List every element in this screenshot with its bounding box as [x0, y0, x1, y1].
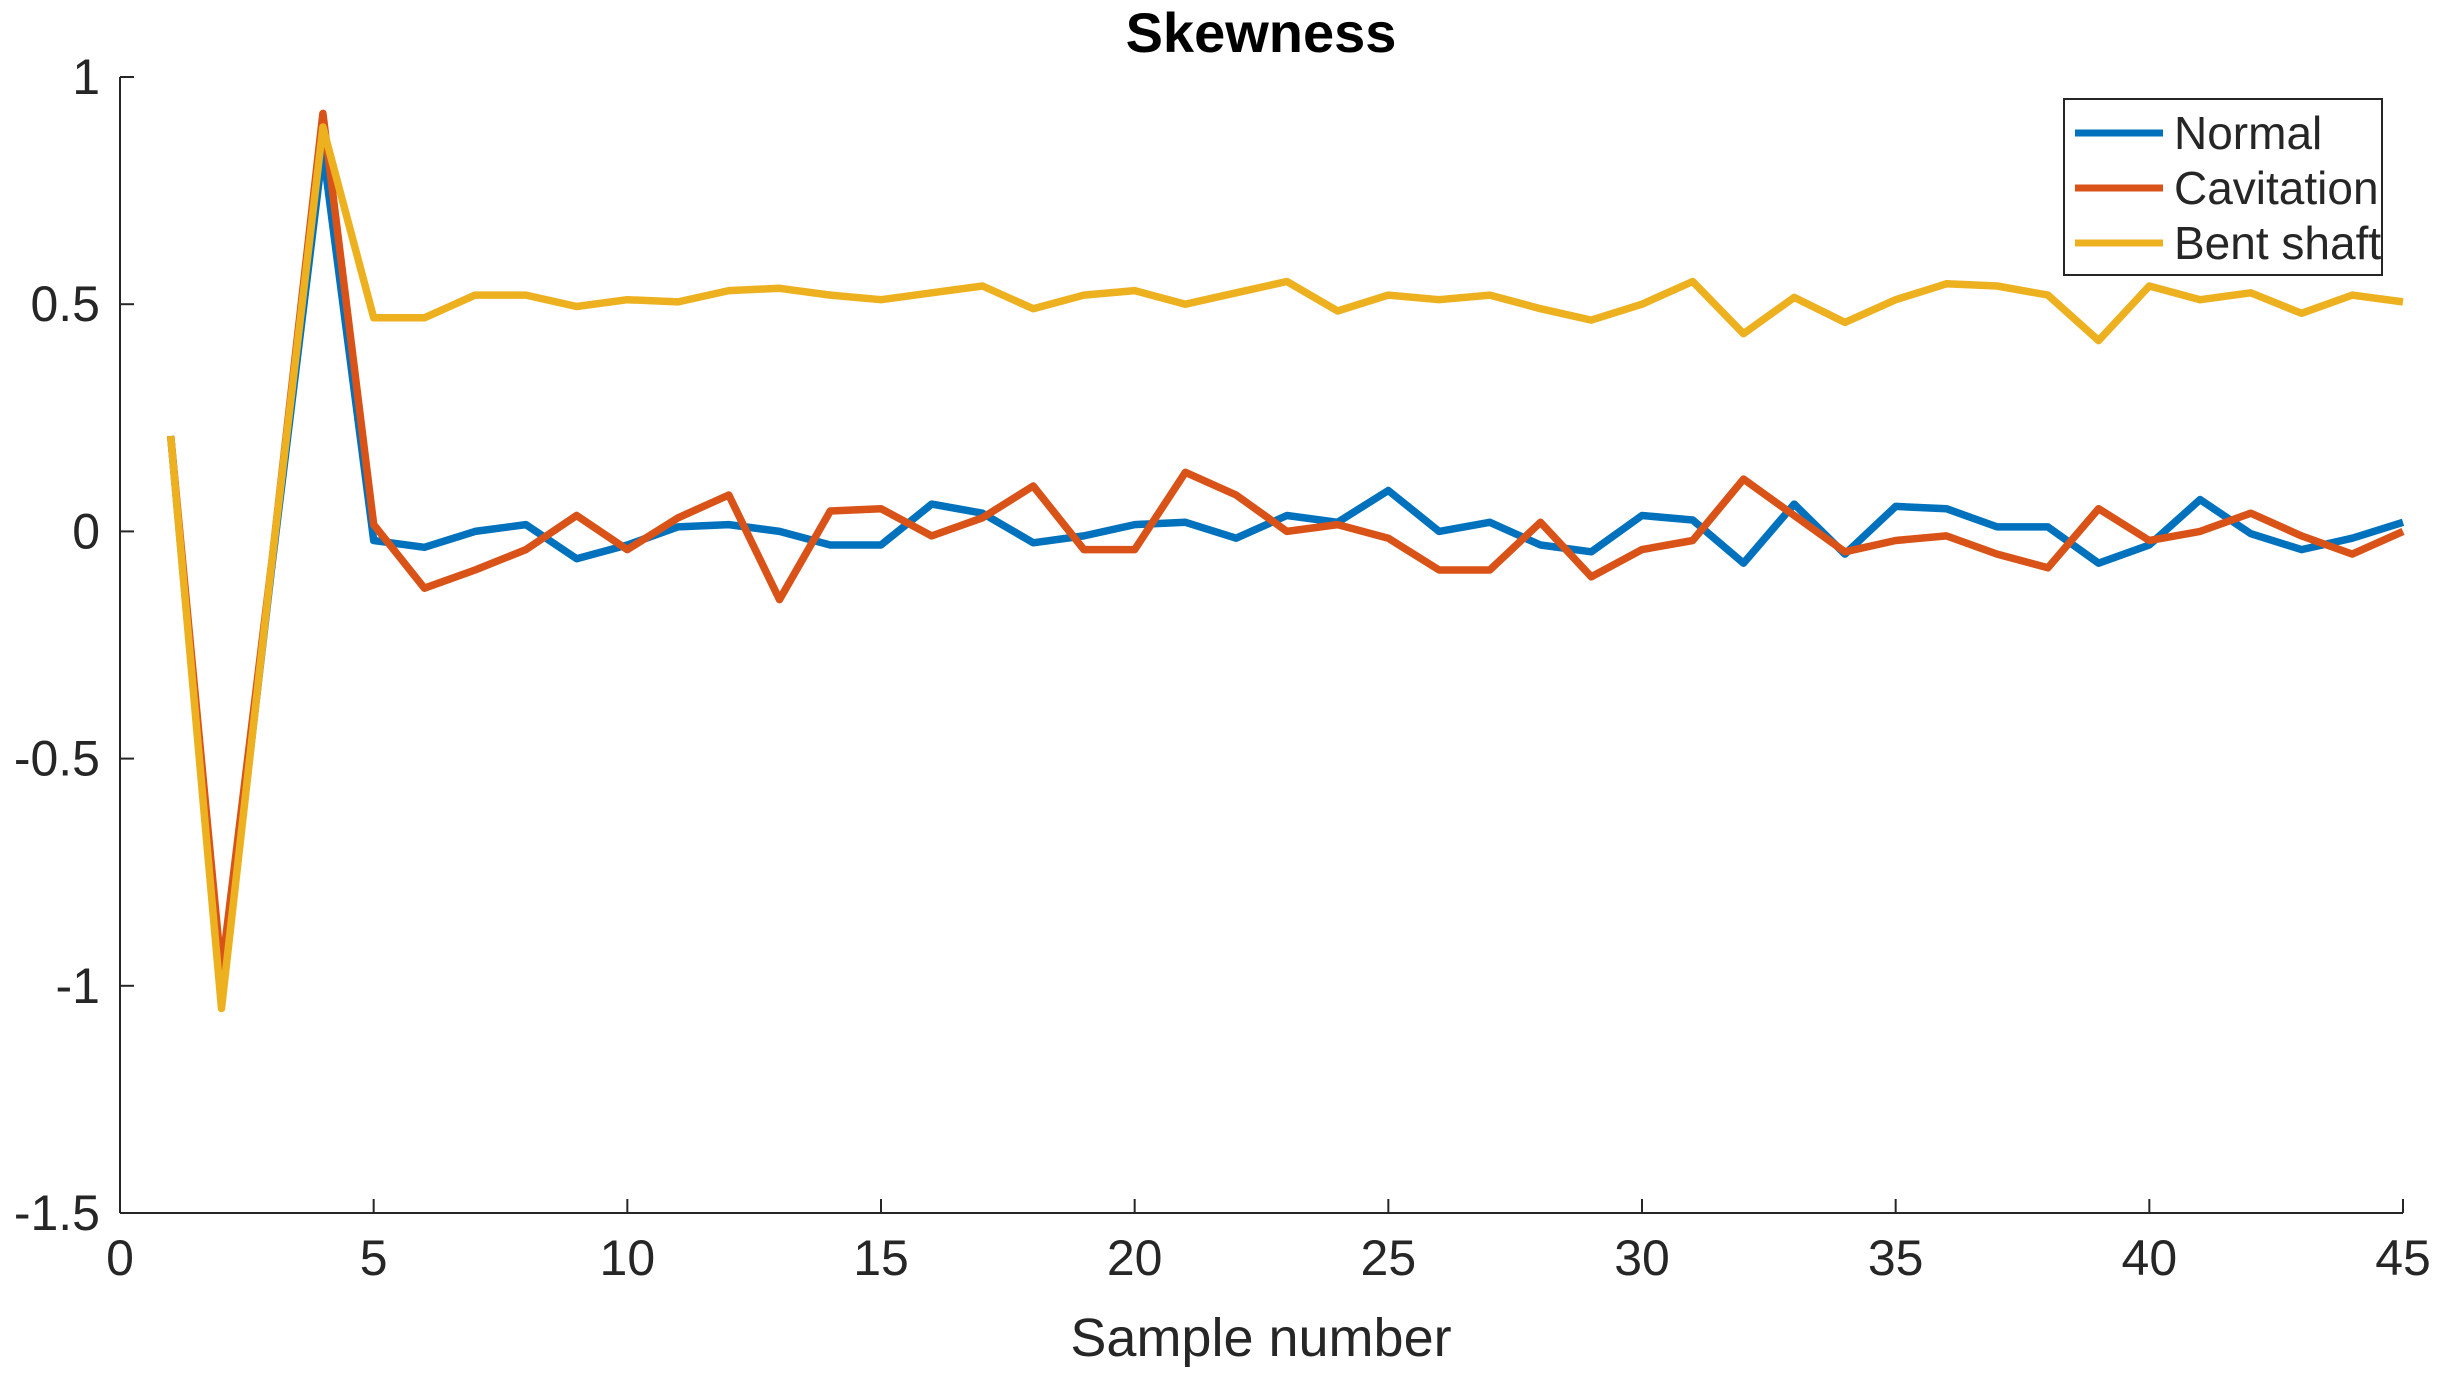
y-tick-label: 0.5: [30, 276, 100, 332]
x-tick-label: 25: [1361, 1230, 1417, 1286]
y-tick-label: -0.5: [14, 731, 100, 787]
y-tick-label: -1: [56, 958, 100, 1014]
legend: Normal Cavitation Bent shaft: [2063, 98, 2383, 276]
x-tick-label: 30: [1614, 1230, 1670, 1286]
series-line-normal: [166, 145, 2405, 1004]
plot-series: [166, 109, 2405, 1013]
x-tick-label: 10: [600, 1230, 656, 1286]
x-tick-label: 35: [1868, 1230, 1924, 1286]
x-tick-label: 15: [853, 1230, 909, 1286]
y-tick-label: 0: [72, 503, 100, 559]
plot-axes: 0 5 10 15 20 25 30 35 40 45 -1.5 -1 -0.5 0 0.5 1: [14, 49, 2431, 1286]
x-tick-label: 5: [360, 1230, 388, 1286]
legend-label-bent-shaft: Bent shaft: [2174, 217, 2381, 269]
legend-label-cavitation: Cavitation: [2174, 162, 2379, 214]
y-tick-label: -1.5: [14, 1185, 100, 1241]
y-tick-label: 1: [72, 49, 100, 105]
x-tick-label: 45: [2375, 1230, 2431, 1286]
series-line-bent-shaft: [166, 123, 2404, 1013]
legend-label-normal: Normal: [2174, 107, 2322, 159]
legend-item-cavitation: Cavitation: [2075, 162, 2379, 214]
x-tick-label: 40: [2122, 1230, 2178, 1286]
series-line-cavitation: [166, 109, 2405, 976]
legend-item-bent-shaft: Bent shaft: [2075, 217, 2381, 269]
x-axis-label: Sample number: [1070, 1308, 1451, 1368]
legend-item-normal: Normal: [2075, 107, 2322, 159]
x-tick-label: 0: [106, 1230, 134, 1286]
chart-title: Skewness: [1126, 1, 1397, 64]
x-tick-label: 20: [1107, 1230, 1163, 1286]
